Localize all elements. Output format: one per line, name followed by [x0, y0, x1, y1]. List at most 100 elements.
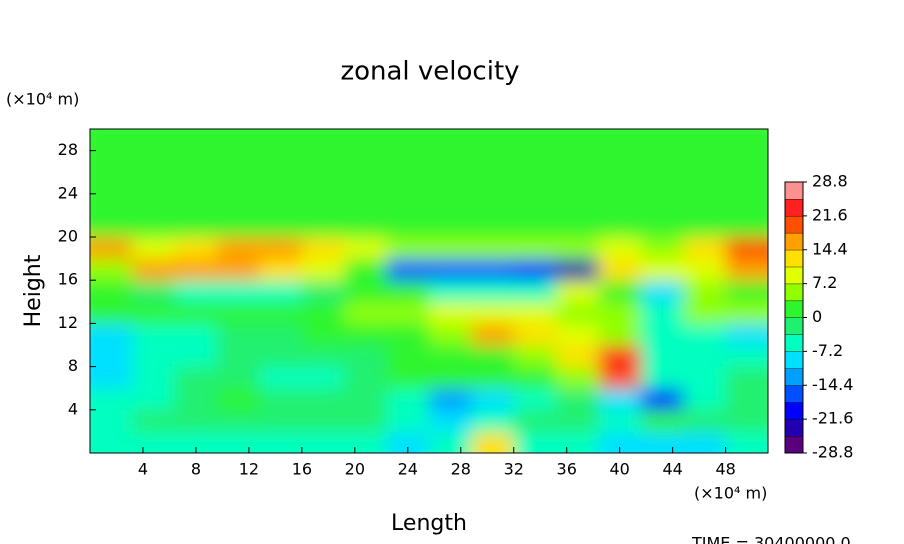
- heatmap-cell: [598, 409, 642, 432]
- heatmap-cell: [90, 388, 133, 411]
- heatmap: [90, 129, 768, 453]
- heatmap-cell: [556, 215, 599, 238]
- heatmap-cell: [174, 345, 218, 368]
- heatmap-cell: [513, 431, 557, 453]
- heatmap-cell: [174, 388, 218, 411]
- heatmap-cell: [217, 388, 260, 411]
- heatmap-cell: [683, 388, 727, 411]
- heatmap-cell: [513, 301, 557, 324]
- x-tick-label: 48: [715, 460, 735, 479]
- heatmap-cell: [513, 237, 557, 260]
- heatmap-cell: [259, 172, 303, 195]
- heatmap-cell: [598, 280, 642, 303]
- heatmap-cell: [471, 301, 515, 324]
- heatmap-cell: [683, 258, 727, 281]
- colorbar-tick-label: 7.2: [812, 273, 837, 292]
- heatmap-cell: [598, 150, 642, 173]
- heatmap-cell: [513, 193, 557, 216]
- colorbar-tick-label: -28.8: [812, 443, 853, 462]
- heatmap-cell: [259, 150, 303, 173]
- heatmap-cell: [386, 172, 430, 195]
- heatmap-cell: [725, 388, 768, 411]
- heatmap-cell: [725, 237, 768, 260]
- heatmap-cell: [471, 172, 515, 195]
- heatmap-cell: [132, 150, 176, 173]
- heatmap-cell: [598, 215, 642, 238]
- heatmap-cell: [90, 323, 133, 346]
- heatmap-cell: [725, 301, 768, 324]
- heatmap-cell: [556, 366, 599, 389]
- heatmap-cell: [90, 150, 133, 173]
- heatmap-cell: [683, 193, 727, 216]
- heatmap-cell: [640, 150, 684, 173]
- x-tick-label: 4: [138, 460, 148, 479]
- heatmap-cell: [598, 129, 642, 152]
- heatmap-cell: [301, 172, 345, 195]
- heatmap-cell: [217, 366, 260, 389]
- x-tick-label: 12: [239, 460, 259, 479]
- heatmap-cell: [429, 215, 472, 238]
- heatmap-cell: [725, 258, 768, 281]
- heatmap-cell: [513, 388, 557, 411]
- heatmap-cell: [174, 129, 218, 152]
- heatmap-cell: [90, 409, 133, 432]
- heatmap-cell: [132, 301, 176, 324]
- heatmap-cell: [429, 193, 472, 216]
- colorbar-band: [784, 385, 804, 403]
- heatmap-cell: [640, 258, 684, 281]
- heatmap-cell: [217, 280, 260, 303]
- colorbar-tick-label: 28.8: [812, 172, 848, 191]
- heatmap-cell: [301, 237, 345, 260]
- heatmap-cell: [344, 323, 388, 346]
- heatmap-cell: [556, 237, 599, 260]
- heatmap-cell: [217, 172, 260, 195]
- heatmap-cell: [725, 409, 768, 432]
- colorbar-band: [784, 418, 804, 437]
- colorbar-band: [784, 249, 804, 268]
- heatmap-cell: [259, 258, 303, 281]
- colorbar-tick-label: 21.6: [812, 205, 848, 224]
- heatmap-cell: [513, 172, 557, 195]
- colorbar-band: [784, 181, 804, 200]
- heatmap-cell: [386, 215, 430, 238]
- colorbar-band: [784, 232, 804, 251]
- heatmap-cell: [429, 301, 472, 324]
- heatmap-cell: [725, 345, 768, 368]
- colorbar-band: [784, 215, 804, 234]
- heatmap-cell: [429, 129, 472, 152]
- heatmap-cell: [259, 129, 303, 152]
- heatmap-cell: [344, 129, 388, 152]
- heatmap-cell: [556, 280, 599, 303]
- heatmap-cell: [90, 193, 133, 216]
- heatmap-cell: [725, 431, 768, 453]
- heatmap-cell: [132, 172, 176, 195]
- colorbar-band: [784, 283, 804, 302]
- heatmap-cell: [725, 215, 768, 238]
- heatmap-cell: [725, 193, 768, 216]
- heatmap-cell: [132, 323, 176, 346]
- colorbar-band: [784, 334, 804, 352]
- heatmap-cell: [556, 172, 599, 195]
- heatmap-cell: [683, 150, 727, 173]
- heatmap-cell: [683, 215, 727, 238]
- heatmap-cell: [683, 129, 727, 152]
- heatmap-cell: [598, 258, 642, 281]
- heatmap-cell: [174, 193, 218, 216]
- heatmap-cell: [429, 280, 472, 303]
- colorbar-band: [784, 300, 804, 318]
- heatmap-cell: [217, 150, 260, 173]
- heatmap-cell: [513, 150, 557, 173]
- x-tick-label: 32: [504, 460, 524, 479]
- heatmap-cell: [725, 150, 768, 173]
- heatmap-cell: [598, 301, 642, 324]
- heatmap-cell: [556, 193, 599, 216]
- y-tick-label: 4: [68, 399, 78, 418]
- colorbar-tick-label: -7.2: [812, 341, 843, 360]
- heatmap-cell: [725, 323, 768, 346]
- heatmap-cell: [90, 215, 133, 238]
- chart-title: zonal velocity: [340, 57, 519, 87]
- heatmap-cell: [132, 280, 176, 303]
- heatmap-cell: [471, 129, 515, 152]
- heatmap-cell: [640, 237, 684, 260]
- heatmap-cell: [344, 215, 388, 238]
